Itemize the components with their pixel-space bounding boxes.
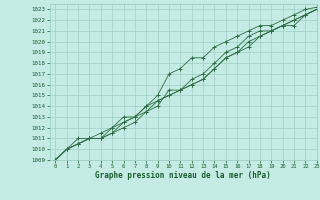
X-axis label: Graphe pression niveau de la mer (hPa): Graphe pression niveau de la mer (hPa) bbox=[95, 171, 271, 180]
